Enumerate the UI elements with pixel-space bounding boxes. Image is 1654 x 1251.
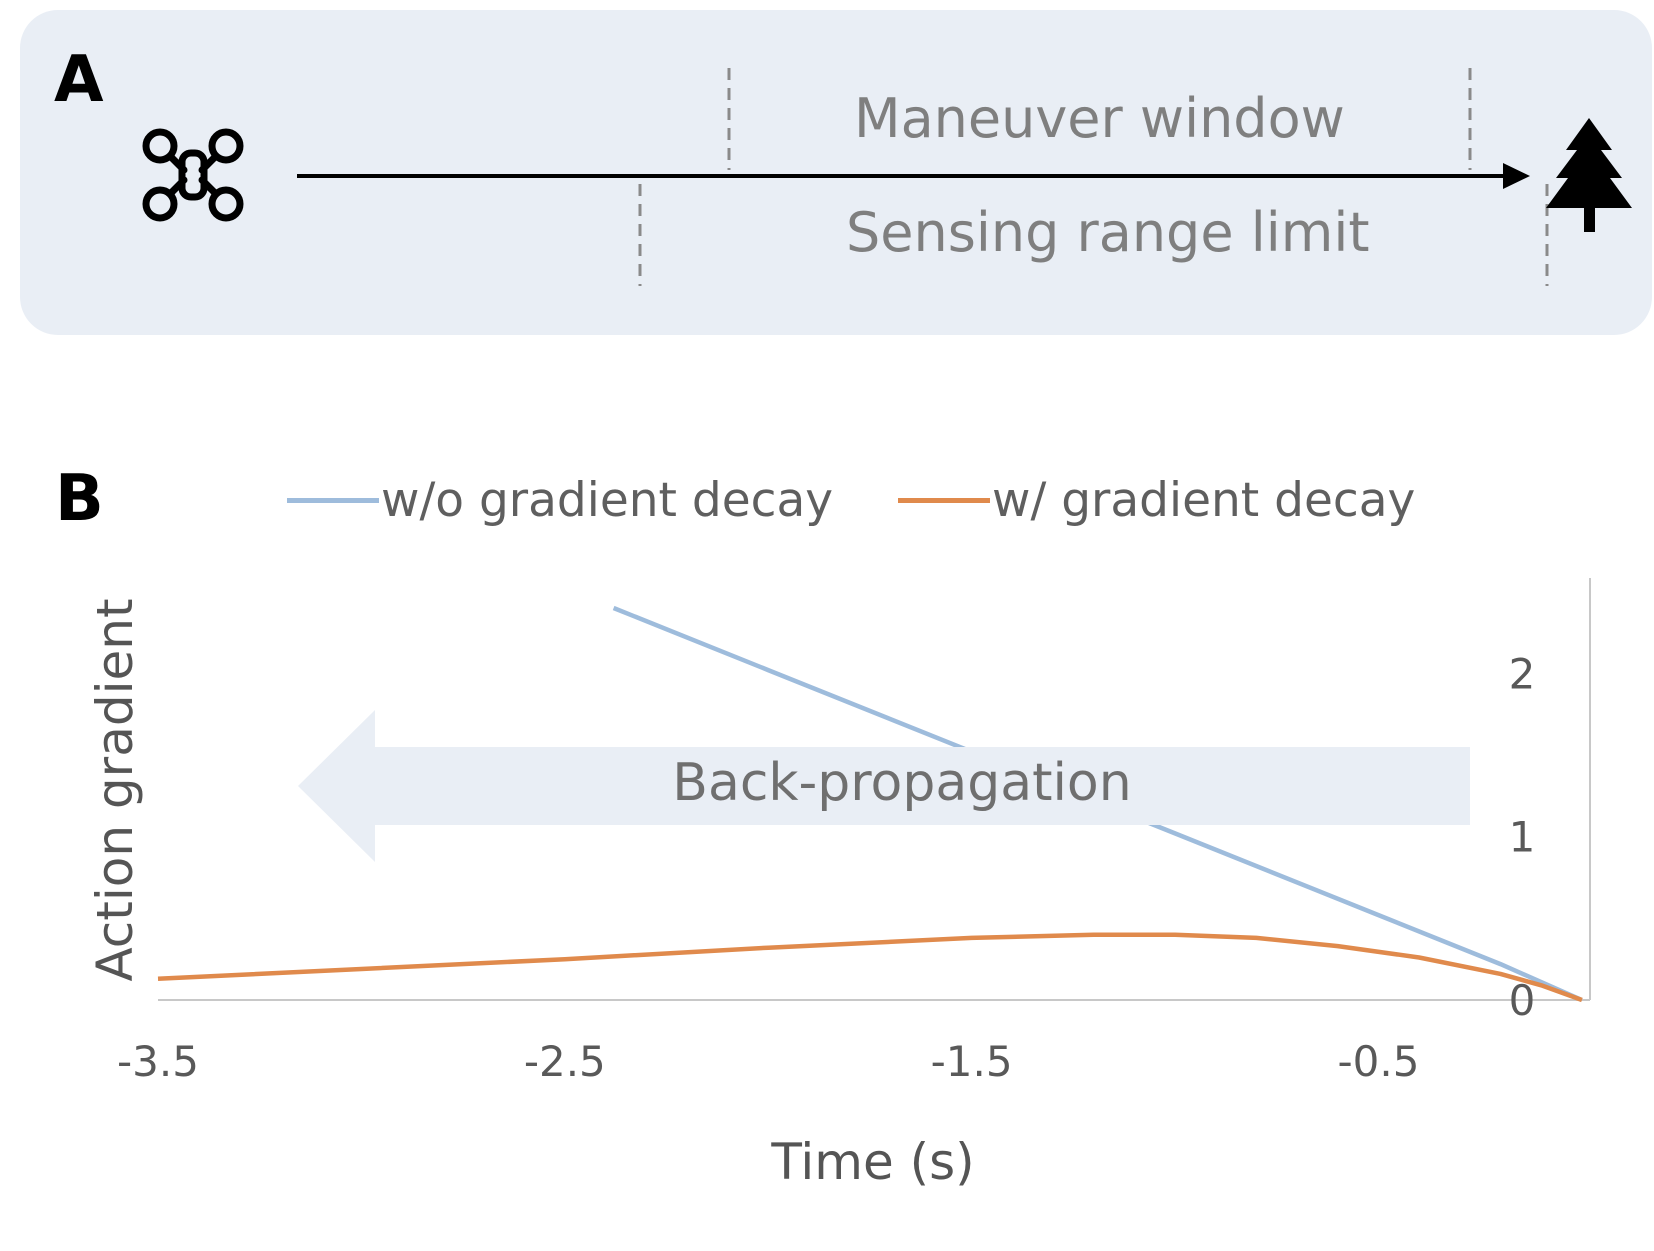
panel-b-label: B (55, 462, 104, 536)
legend-label-no-decay: w/o gradient decay (381, 472, 834, 528)
drone-icon (142, 128, 244, 222)
panel-a-label: A (54, 43, 104, 117)
y-axis-title: Action gradient (86, 598, 144, 982)
back-propagation-label: Back-propagation (672, 753, 1131, 813)
legend-swatch-no-decay (287, 497, 379, 503)
legend-label-decay: w/ gradient decay (992, 472, 1416, 528)
y-tick-label: 1 (1509, 813, 1536, 862)
y-tick-label: 0 (1509, 976, 1536, 1025)
gradient-chart: Back-propagation -3.5 -2.5 -1.5 -0.5 0 1 2 (117, 578, 1591, 1080)
legend-item-no-decay: w/o gradient decay (287, 470, 833, 530)
sensing-range-label: Sensing range limit (846, 201, 1370, 264)
series-line-no-decay (612, 605, 1583, 1003)
legend-item-decay: w/ gradient decay (898, 470, 1415, 530)
x-tick-label: -2.5 (524, 1037, 606, 1080)
timeline-arrowhead (1503, 163, 1530, 189)
x-axis-title: Time (s) (771, 1133, 975, 1191)
x-tick-label: -3.5 (117, 1037, 199, 1080)
timeline-panel (20, 10, 1652, 335)
maneuver-window-label: Maneuver window (854, 87, 1345, 150)
x-tick-label: -0.5 (1337, 1037, 1419, 1080)
tree-icon (1546, 118, 1632, 232)
back-propagation-arrow (298, 710, 1470, 862)
timeline-diagram (142, 68, 1632, 286)
legend-swatch-decay (898, 497, 990, 503)
series-line-decay (157, 932, 1583, 1003)
x-tick-label: -1.5 (931, 1037, 1013, 1080)
y-tick-label: 2 (1509, 649, 1536, 698)
